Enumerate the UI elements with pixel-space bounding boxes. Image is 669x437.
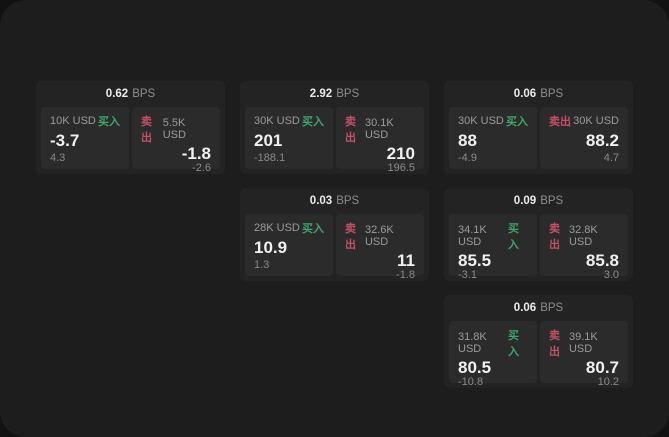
sell-price: 11 xyxy=(397,251,415,270)
buy-price: 201 xyxy=(254,131,283,150)
bps-value: 0.06 xyxy=(513,302,537,314)
quote-card: 0.06 BPS 31.8K USD 买入 80.5 -10.8 卖出 39.1… xyxy=(444,295,633,388)
sell-side-label: 卖出 xyxy=(549,116,571,128)
sell-sub-value: 4.7 xyxy=(603,152,619,164)
sell-side-label: 卖出 xyxy=(549,330,560,358)
bps-header: 2.92 BPS xyxy=(240,81,429,107)
bps-header: 0.06 BPS xyxy=(444,81,633,107)
sell-panel[interactable]: 卖出 32.8K USD 85.8 3.0 xyxy=(540,214,628,281)
bps-unit-label: BPS xyxy=(540,195,564,207)
sell-sub-value: 196.5 xyxy=(387,162,415,174)
quote-card: 0.62 BPS 10K USD 买入 -3.7 4.3 卖出 5.5K USD… xyxy=(36,81,225,174)
quote-card: 0.03 BPS 28K USD 买入 10.9 1.3 卖出 32.6K US… xyxy=(240,188,429,281)
buy-size: 10K USD xyxy=(50,115,96,127)
quote-card: 0.06 BPS 30K USD 买入 88 -4.9 卖出 30K USD 8… xyxy=(444,81,633,174)
buy-sub-value: -10.8 xyxy=(458,376,484,388)
buy-size: 31.8K USD xyxy=(458,331,487,355)
buy-panel[interactable]: 30K USD 买入 88 -4.9 xyxy=(449,107,537,169)
sell-sub-value: -2.6 xyxy=(192,162,211,174)
bps-unit-label: BPS xyxy=(336,88,360,100)
buy-panel[interactable]: 28K USD 买入 10.9 1.3 xyxy=(245,214,333,276)
buy-side-label: 买入 xyxy=(98,116,120,128)
quote-card: 2.92 BPS 30K USD 买入 201 -188.1 卖出 30.1K … xyxy=(240,81,429,174)
buy-panel[interactable]: 30K USD 买入 201 -188.1 xyxy=(245,107,333,169)
bps-unit-label: BPS xyxy=(132,88,156,100)
sell-side-label: 卖出 xyxy=(345,116,356,144)
buy-sub-value: 4.3 xyxy=(50,152,66,164)
sell-panel[interactable]: 卖出 30.1K USD 210 196.5 xyxy=(336,107,424,174)
sell-side-label: 卖出 xyxy=(549,223,560,251)
sell-price: 80.7 xyxy=(585,358,619,377)
buy-size: 34.1K USD xyxy=(458,224,487,248)
buy-price: 88 xyxy=(458,131,477,150)
bps-unit-label: BPS xyxy=(540,88,564,100)
sell-size: 30K USD xyxy=(573,115,619,127)
sell-price: -1.8 xyxy=(181,144,211,163)
buy-side-label: 买入 xyxy=(508,330,520,358)
buy-side-label: 买入 xyxy=(302,223,324,235)
sell-side-label: 卖出 xyxy=(141,116,152,144)
buy-size: 30K USD xyxy=(458,115,504,127)
bps-unit-label: BPS xyxy=(336,195,360,207)
buy-sub-value: 1.3 xyxy=(254,259,270,271)
buy-panel[interactable]: 31.8K USD 买入 80.5 -10.8 xyxy=(449,321,537,388)
sell-panel[interactable]: 卖出 32.6K USD 11 -1.8 xyxy=(336,214,424,281)
buy-size: 30K USD xyxy=(254,115,300,127)
buy-price: -3.7 xyxy=(50,131,80,150)
buy-sub-value: -188.1 xyxy=(254,152,286,164)
sell-price: 88.2 xyxy=(585,131,619,150)
buy-price: 85.5 xyxy=(458,251,492,270)
quote-card: 0.09 BPS 34.1K USD 买入 85.5 -3.1 卖出 32.8K… xyxy=(444,188,633,281)
sell-price: 85.8 xyxy=(585,251,619,270)
sell-panel[interactable]: 卖出 39.1K USD 80.7 10.2 xyxy=(540,321,628,388)
bps-header: 0.06 BPS xyxy=(444,295,633,321)
bps-header: 0.03 BPS xyxy=(240,188,429,214)
sell-size: 5.5K USD xyxy=(162,117,186,141)
sell-size: 39.1K USD xyxy=(568,331,598,355)
bps-header: 0.62 BPS xyxy=(36,81,225,107)
bps-value: 0.03 xyxy=(309,195,333,207)
bps-value: 0.09 xyxy=(513,195,537,207)
buy-panel[interactable]: 34.1K USD 买入 85.5 -3.1 xyxy=(449,214,537,281)
bps-unit-label: BPS xyxy=(540,302,564,314)
sell-price: 210 xyxy=(386,144,415,163)
buy-side-label: 买入 xyxy=(506,116,528,128)
sell-side-label: 卖出 xyxy=(345,223,356,251)
sell-size: 32.8K USD xyxy=(568,224,598,248)
buy-panel[interactable]: 10K USD 买入 -3.7 4.3 xyxy=(41,107,129,169)
buy-price: 80.5 xyxy=(458,358,492,377)
buy-sub-value: -3.1 xyxy=(458,269,477,281)
sell-size: 32.6K USD xyxy=(364,224,394,248)
buy-sub-value: -4.9 xyxy=(458,152,477,164)
bps-value: 2.92 xyxy=(309,88,333,100)
buy-price: 10.9 xyxy=(254,238,288,257)
buy-side-label: 买入 xyxy=(302,116,324,128)
buy-side-label: 买入 xyxy=(508,223,520,251)
sell-sub-value: -1.8 xyxy=(396,269,415,281)
sell-panel[interactable]: 卖出 5.5K USD -1.8 -2.6 xyxy=(132,107,220,174)
bps-header: 0.09 BPS xyxy=(444,188,633,214)
buy-size: 28K USD xyxy=(254,222,300,234)
bps-value: 0.06 xyxy=(513,88,537,100)
bps-value: 0.62 xyxy=(105,88,129,100)
sell-size: 30.1K USD xyxy=(364,117,394,141)
sell-panel[interactable]: 卖出 30K USD 88.2 4.7 xyxy=(540,107,628,169)
sell-sub-value: 3.0 xyxy=(603,269,619,281)
sell-sub-value: 10.2 xyxy=(597,376,619,388)
